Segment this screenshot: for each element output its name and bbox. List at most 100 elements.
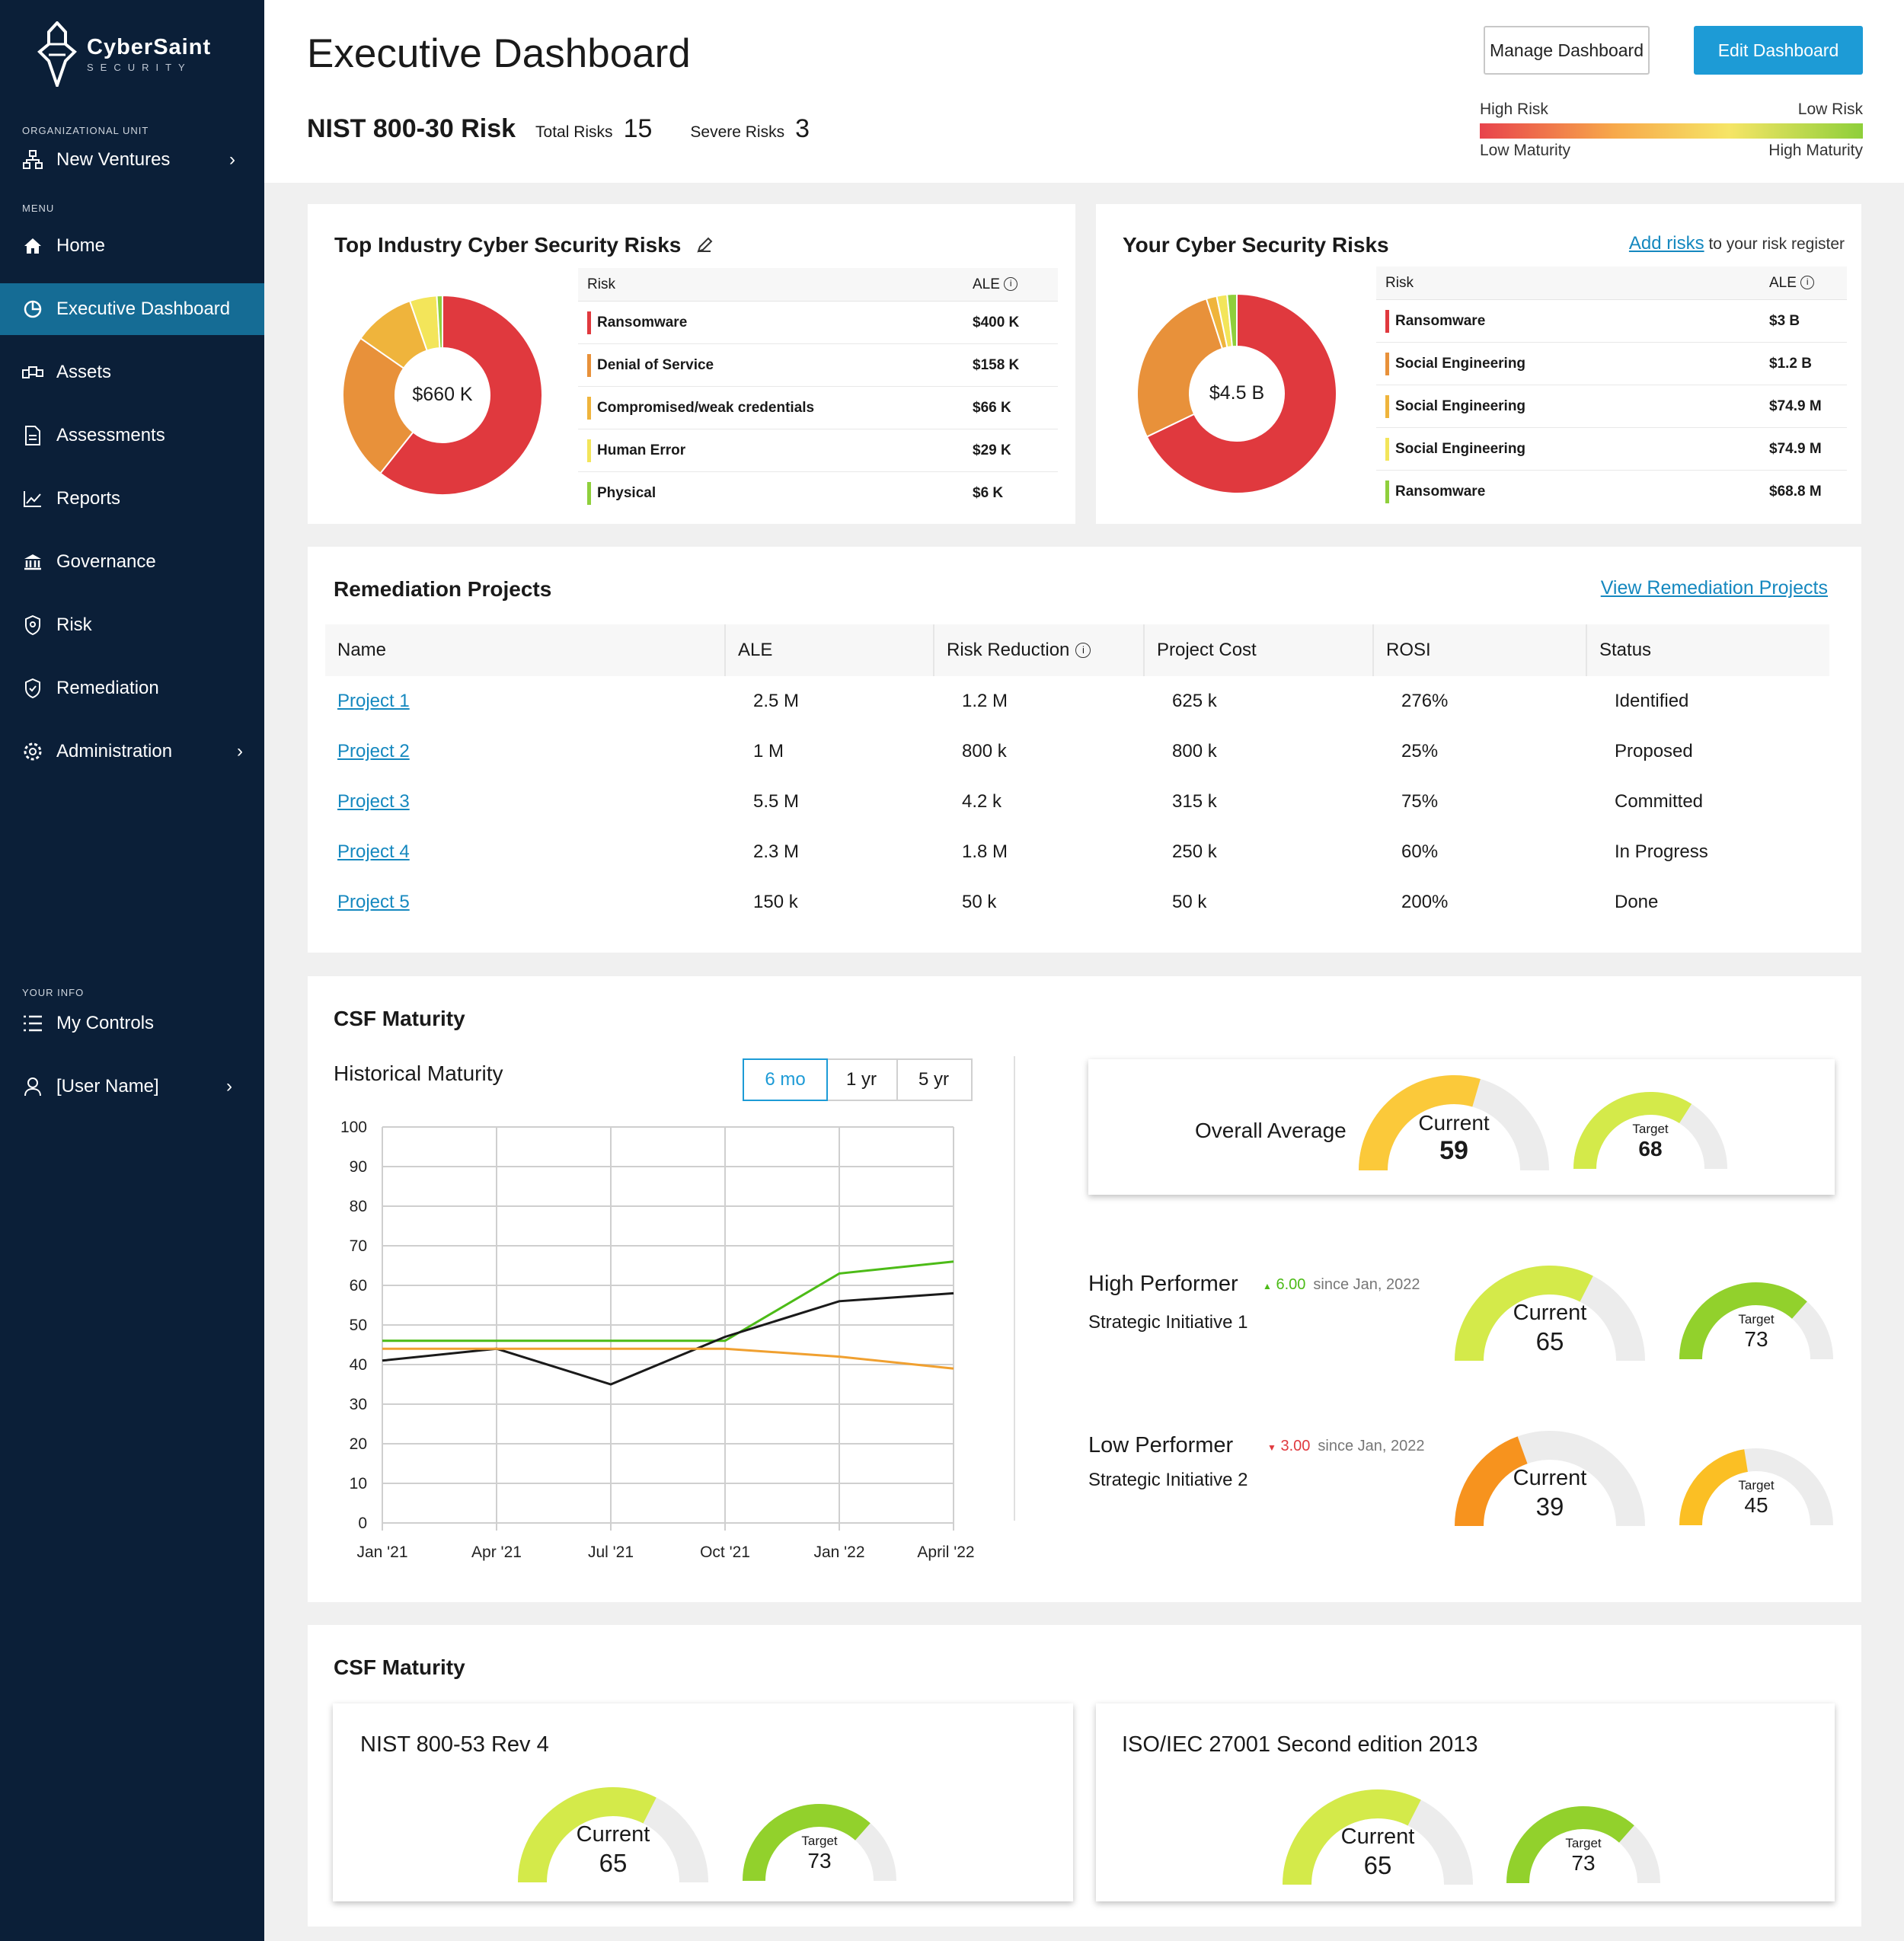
risk-name: Ransomware: [597, 314, 688, 330]
overall-average-label: Overall Average: [1195, 1119, 1347, 1142]
gauge-arc: [743, 1804, 896, 1882]
range-1yr[interactable]: 1 yr: [826, 1060, 898, 1100]
logo-sub: SECURITY: [87, 62, 192, 73]
sidebar-item-administration[interactable]: Administration ›: [0, 726, 264, 777]
edit-pencil-icon[interactable]: [696, 235, 713, 259]
col-risk-reduction[interactable]: Risk Reduction i: [934, 624, 1145, 676]
low-performer-sub: Strategic Initiative 2: [1088, 1470, 1248, 1490]
legend-high-risk: High Risk: [1480, 101, 1548, 118]
org-unit-value: New Ventures: [56, 149, 171, 170]
overall-current-gauge: Current 59: [1359, 1074, 1549, 1172]
col-status[interactable]: Status: [1599, 640, 1652, 660]
range-6mo[interactable]: 6 mo: [743, 1058, 828, 1101]
sidebar-item-remediation[interactable]: Remediation: [0, 662, 264, 714]
legend-high-maturity: High Maturity: [1768, 142, 1863, 159]
org-tree-icon: [21, 148, 44, 171]
chevron-right-icon: ›: [237, 741, 243, 761]
risk-name: Compromised/weak credentials: [597, 399, 815, 416]
project-name-link[interactable]: Project 3: [337, 791, 410, 812]
remediation-card: Remediation Projects View Remediation Pr…: [308, 547, 1861, 953]
range-5yr[interactable]: 5 yr: [918, 1069, 949, 1090]
sidebar-item-home[interactable]: Home: [0, 220, 264, 272]
gauge-arc: [1573, 1092, 1727, 1170]
your-risk-table: Risk ALE i Ransomware $3 B Social Engineer…: [1376, 267, 1847, 513]
col-rosi[interactable]: ROSI: [1374, 624, 1587, 676]
risk-name: Ransomware: [1395, 484, 1486, 500]
low-since: since Jan, 2022: [1318, 1438, 1425, 1454]
project-ale: 5.5 M: [753, 791, 800, 812]
sidebar-item-governance[interactable]: Governance: [0, 536, 264, 588]
gauge-label: Target: [1738, 1478, 1775, 1492]
historical-maturity-chart: 0 10 20 30 40 50 60 70 80 90 100 Jan '21 Apr '21 Jul …: [340, 1119, 975, 1561]
project-status: Done: [1615, 892, 1659, 912]
org-unit-selector[interactable]: New Ventures ›: [0, 134, 264, 186]
risk-ale: $29 K: [973, 442, 1011, 458]
user-menu[interactable]: [User Name] ›: [0, 1061, 264, 1113]
sidebar-item-executive-dashboard[interactable]: Executive Dashboard: [0, 283, 264, 335]
gauge-label: Current: [1418, 1111, 1490, 1135]
risk-framework-title: NIST 800-30 Risk: [307, 114, 516, 143]
chevron-right-icon: ›: [226, 1076, 232, 1097]
info-icon[interactable]: i: [1800, 276, 1815, 290]
y-tick-label: 90: [350, 1158, 367, 1176]
project-cost: 50 k: [1172, 892, 1207, 912]
high-performer-delta: ▲ 6.00 since Jan, 2022: [1263, 1276, 1420, 1294]
sidebar-item-label: Remediation: [56, 678, 159, 698]
edit-dashboard-button[interactable]: Edit Dashboard: [1694, 26, 1863, 75]
low-delta-value: 3.00: [1280, 1438, 1311, 1454]
info-icon[interactable]: i: [1075, 643, 1091, 658]
project-ale: 1 M: [753, 741, 784, 761]
project-name-link[interactable]: Project 1: [337, 691, 410, 711]
col-project-cost[interactable]: Project Cost: [1145, 624, 1374, 676]
sidebar-item-reports[interactable]: Reports: [0, 473, 264, 525]
project-name-link[interactable]: Project 4: [337, 841, 410, 862]
risk-ale: $68.8 M: [1769, 484, 1822, 500]
sidebar-item-my-controls[interactable]: My Controls: [0, 998, 264, 1049]
risk-name: Ransomware: [1395, 312, 1486, 329]
risk-ale: $74.9 M: [1769, 440, 1822, 457]
csf-title: CSF Maturity: [334, 1007, 465, 1030]
risk-row: Ransomware $68.8 M: [1376, 471, 1847, 513]
col-name[interactable]: Name: [325, 624, 726, 676]
sidebar-item-assets[interactable]: Assets: [0, 346, 264, 398]
gauge-label: Current: [1513, 1466, 1587, 1490]
add-risks-link[interactable]: Add risks: [1628, 233, 1704, 254]
gauge-fill: [743, 1804, 871, 1882]
info-icon[interactable]: i: [1004, 277, 1018, 292]
gauge-value: 45: [1744, 1493, 1768, 1517]
high-target-gauge: Target 73: [1679, 1281, 1833, 1361]
industry-risk-table: Risk ALE i Ransomware $400 K Denial of Ser…: [578, 268, 1058, 515]
your-donut-center: $4.5 B: [1209, 382, 1265, 404]
y-tick-label: 100: [340, 1119, 367, 1136]
sidebar-item-risk[interactable]: Risk: [0, 599, 264, 651]
low-target-gauge: Target 45: [1679, 1447, 1833, 1527]
col-ale: ALE i: [973, 276, 1049, 293]
project-status: Identified: [1615, 691, 1689, 711]
y-tick-label: 50: [350, 1317, 367, 1334]
gauge-arc: [1283, 1789, 1473, 1885]
sidebar-item-assessments[interactable]: Assessments: [0, 410, 264, 461]
sidebar-item-label: Reports: [56, 488, 121, 509]
x-tick-label: Jan '22: [813, 1544, 864, 1561]
gauge-label: Current: [1513, 1301, 1587, 1325]
risk-summary: NIST 800-30 Risk Total Risks 15 Severe R…: [307, 114, 848, 144]
risk-ale: $66 K: [973, 399, 1011, 416]
project-name-link[interactable]: Project 2: [337, 741, 410, 761]
framework-name: NIST 800-53 Rev 4: [360, 1732, 549, 1757]
col-risk-reduction-text: Risk Reduction: [947, 640, 1070, 660]
risk-name: Physical: [597, 485, 656, 501]
nist-target-gauge: Target 73: [743, 1802, 896, 1882]
y-tick-label: 70: [350, 1237, 367, 1255]
gauge-fill: [1359, 1075, 1481, 1171]
project-name-link[interactable]: Project 5: [337, 892, 410, 912]
iso-current-gauge: Current 65: [1283, 1788, 1473, 1886]
table-row: Project 1 2.5 M 1.2 M 625 k 276% Identified: [325, 676, 1829, 726]
view-remediation-link[interactable]: View Remediation Projects: [1600, 577, 1828, 599]
col-ale[interactable]: ALE: [726, 624, 934, 676]
logo[interactable]: CyberSaint SECURITY: [35, 21, 211, 87]
project-risk-reduction: 1.2 M: [962, 691, 1008, 711]
donut-slice: [342, 337, 414, 474]
user-name: [User Name]: [56, 1076, 159, 1097]
arrow-down-icon: ▼: [1267, 1442, 1276, 1453]
manage-dashboard-button[interactable]: Manage Dashboard: [1484, 26, 1650, 75]
